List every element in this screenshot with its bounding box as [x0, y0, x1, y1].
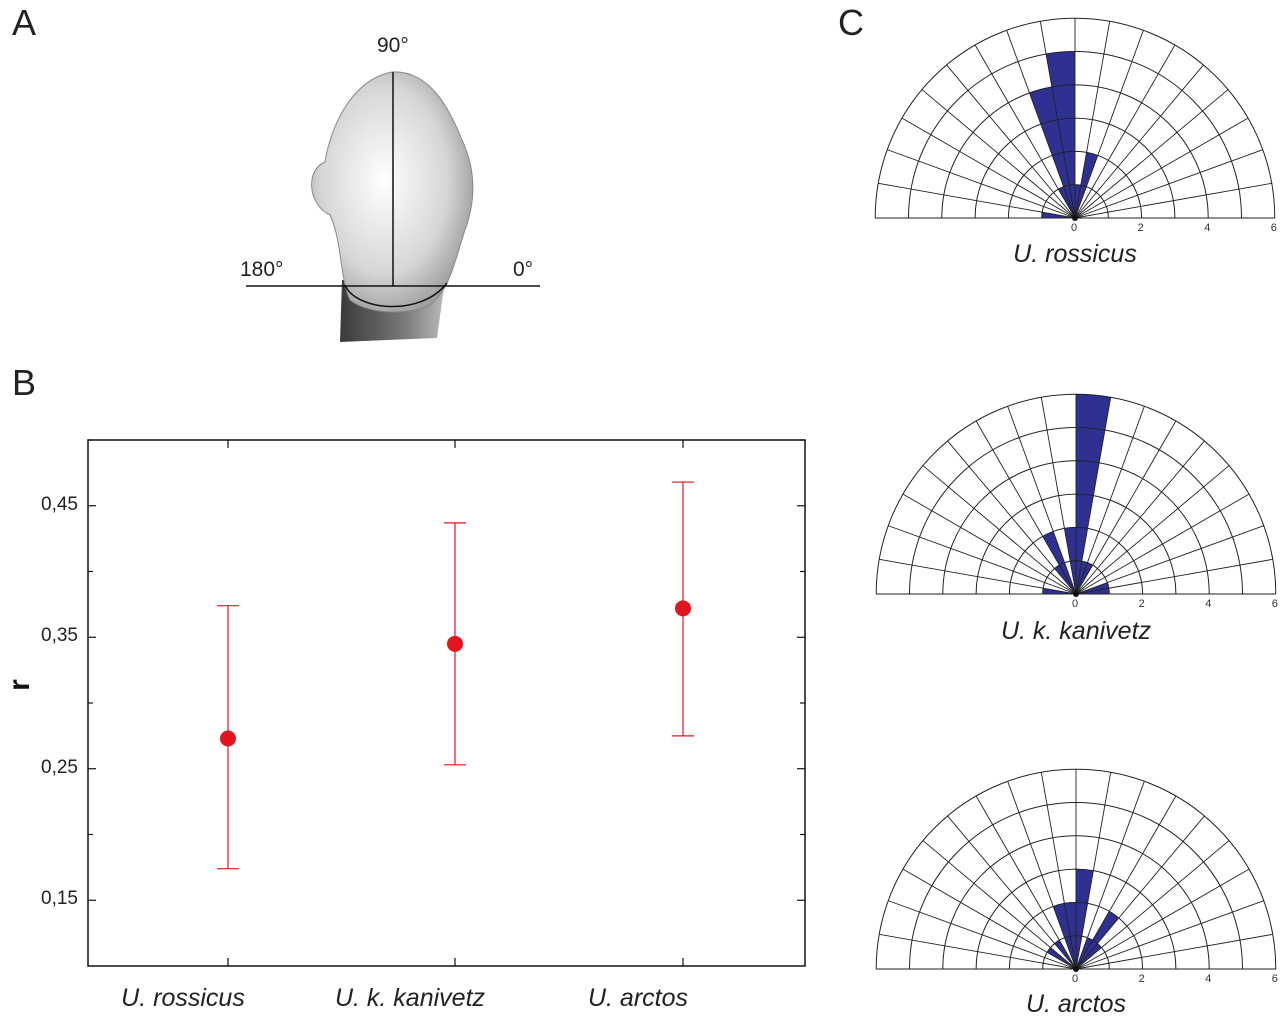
rose-spoke [1075, 525, 1264, 595]
rose-spoke [1074, 21, 1111, 219]
data-point [220, 730, 236, 747]
bone-head [311, 71, 474, 313]
y-tick-label: 0,35 [41, 625, 78, 647]
rose-sector [1029, 86, 1075, 218]
rose-sector [1076, 943, 1102, 969]
rose-spoke [1040, 397, 1077, 595]
rose-spoke [888, 900, 1077, 970]
rose-spoke [887, 149, 1076, 219]
rose-1 [874, 17, 1276, 221]
rose-radius-label: 4 [1204, 222, 1211, 234]
rose-spoke [1040, 772, 1077, 970]
rose-spoke [1075, 440, 1205, 595]
rose-radius-label: 2 [1138, 973, 1145, 985]
rose-3 [875, 768, 1277, 972]
rose-center [1073, 966, 1079, 972]
rose-spoke [888, 525, 1077, 595]
rose-spoke [1075, 397, 1112, 595]
rose-title: U. k. kanivetz [1000, 617, 1152, 645]
rose-radius-label: 6 [1271, 973, 1278, 985]
angle-90-label: 90° [377, 34, 409, 57]
y-tick-label: 0,15 [41, 888, 78, 910]
rose-spoke [1075, 406, 1145, 595]
rose-title: U. arctos [1025, 990, 1127, 1018]
rose-sector [1054, 940, 1076, 969]
rose-spoke [921, 89, 1076, 219]
rose-sector [1047, 947, 1076, 969]
rose-spoke [902, 493, 1077, 595]
rose-spoke [879, 558, 1077, 595]
rose-spoke [1075, 465, 1230, 595]
y-tick-label: 0,45 [41, 493, 78, 515]
rose-spoke [1074, 89, 1229, 219]
data-point [675, 600, 691, 617]
rose-spoke [1074, 64, 1204, 219]
category-label: U. arctos [587, 984, 689, 1012]
rose-spoke [1074, 30, 1144, 219]
rose-spoke [879, 933, 1077, 970]
rose-spoke [947, 440, 1077, 595]
rose-spoke [922, 840, 1077, 970]
rose-spoke [1039, 21, 1076, 219]
rose-center [1073, 591, 1079, 597]
rose-spoke [975, 420, 1077, 595]
rose-spoke [1074, 149, 1263, 219]
rose-radius-label: 2 [1138, 598, 1145, 610]
rose-spoke [1075, 868, 1250, 970]
rose-spoke [975, 795, 1077, 970]
rose-spoke [1075, 558, 1273, 595]
rose-radius-label: 2 [1137, 222, 1144, 234]
rose-title: U. rossicus [1013, 240, 1137, 268]
rose-spoke [1007, 406, 1077, 595]
rose-center [1072, 215, 1078, 221]
rose-sector [1076, 911, 1119, 969]
rose-spoke [946, 64, 1076, 219]
rose-spoke [1075, 815, 1205, 970]
rose-spoke [1075, 772, 1112, 970]
rose-radius-label: 4 [1205, 973, 1212, 985]
rose-sector [1042, 531, 1076, 594]
rose-radius-label: 0 [1072, 973, 1079, 985]
rose-spoke [1075, 795, 1177, 970]
rose-spoke [947, 815, 1077, 970]
rose-radius-label: 6 [1270, 222, 1277, 234]
rose-spoke [1007, 781, 1077, 970]
rose-sector [1054, 565, 1076, 594]
rose-spoke [1075, 781, 1145, 970]
rose-spoke [1074, 182, 1272, 219]
angle-180-label: 180° [240, 258, 284, 281]
rose-spoke [1074, 44, 1176, 219]
rose-spoke [1075, 840, 1230, 970]
panel-b-letter: B [12, 362, 37, 403]
rose-spoke [878, 182, 1076, 219]
panel-a-letter: A [12, 2, 37, 43]
rose-radius-label: 0 [1072, 598, 1079, 610]
rose-spoke [901, 117, 1076, 219]
rose-spoke [1074, 117, 1249, 219]
rose-spoke [1006, 30, 1076, 219]
rose-spoke [922, 465, 1077, 595]
rose-spoke [1075, 933, 1273, 970]
rose-radius-label: 4 [1205, 598, 1212, 610]
rose-radius-label: 6 [1271, 598, 1278, 610]
rose-spoke [1075, 900, 1264, 970]
rose-2 [875, 393, 1277, 597]
data-point [447, 635, 463, 652]
panel-c-letter: C [838, 2, 864, 43]
rose-spoke [974, 44, 1076, 219]
rose-spoke [902, 868, 1077, 970]
category-label: U. k. kanivetz [334, 984, 486, 1012]
rose-spoke [1075, 493, 1250, 595]
angle-0-label: 0° [513, 258, 534, 281]
category-label: U. rossicus [121, 984, 245, 1012]
rose-radius-label: 0 [1071, 222, 1078, 234]
rose-spoke [1075, 420, 1177, 595]
y-tick-label: 0,25 [41, 756, 78, 778]
